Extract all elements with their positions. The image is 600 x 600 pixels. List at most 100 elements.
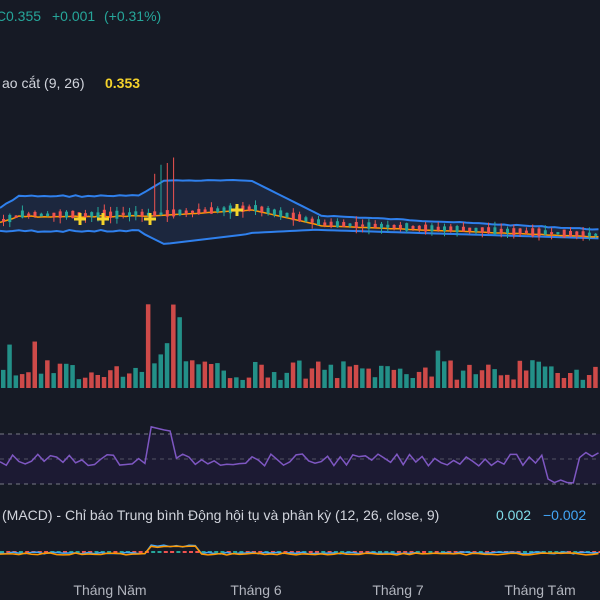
volume-bar: [45, 360, 50, 388]
macd-histogram-bar: [384, 551, 389, 553]
candle-body: [285, 212, 289, 218]
candle-body: [487, 227, 491, 234]
cross-marker-v: [78, 213, 82, 225]
candle-body: [184, 210, 188, 214]
candle-body: [424, 224, 428, 232]
rsi-pane: [0, 425, 600, 485]
macd-histogram-bar: [0, 551, 4, 553]
last-price: 0.355: [6, 8, 42, 24]
volume-bar: [448, 360, 453, 388]
macd-histogram-bar: [119, 551, 124, 553]
candle-body: [329, 221, 333, 227]
volume-bar: [341, 361, 346, 388]
volume-bar: [26, 372, 31, 388]
macd-histogram-bar: [289, 551, 294, 553]
candle-body: [335, 221, 339, 228]
macd-signal-line: [0, 545, 599, 556]
volume-bar: [517, 360, 523, 388]
volume-bar: [152, 363, 157, 388]
macd-histogram-bar: [75, 551, 80, 553]
candle-body: [165, 210, 169, 217]
candle-body: [373, 223, 377, 228]
volume-bar: [479, 370, 485, 388]
time-label-august: Tháng Tám: [504, 582, 576, 598]
candle-body: [342, 222, 346, 227]
volume-bar: [164, 343, 170, 388]
candle-body: [39, 213, 43, 217]
macd-histogram-bar: [441, 551, 445, 553]
macd-histogram-bar: [6, 551, 11, 553]
volume-bar: [7, 344, 12, 388]
macd-histogram-bar: [359, 551, 364, 553]
macd-histogram-bar: [63, 551, 67, 553]
volume-bar: [498, 375, 504, 388]
rsi-line: [0, 425, 599, 484]
volume-bar: [505, 374, 510, 388]
volume-bar: [171, 304, 176, 388]
volume-bar: [460, 370, 466, 388]
macd-histogram-bar: [270, 551, 275, 553]
volume-bar: [410, 378, 415, 388]
volume-bar: [580, 379, 586, 388]
price-prefix: C: [0, 8, 7, 24]
ma-cross-value: 0.353: [105, 75, 141, 91]
volume-bar: [303, 378, 308, 388]
candle-body: [159, 212, 163, 215]
candle-body: [128, 212, 131, 217]
macd-histogram-bar: [138, 551, 143, 553]
volume-bar: [574, 369, 579, 388]
macd-histogram-bar: [447, 551, 452, 553]
volume-bar: [120, 376, 126, 388]
candle-body: [254, 205, 257, 211]
macd-histogram-bar: [573, 551, 578, 553]
volume-bar: [511, 379, 516, 388]
candle-body: [27, 213, 31, 216]
candle-body: [556, 232, 560, 235]
candle-body: [209, 207, 213, 214]
macd-histogram-bar: [201, 551, 206, 553]
candle-body: [594, 233, 598, 236]
macd-histogram-bar: [233, 551, 238, 553]
volume-bar: [32, 341, 37, 388]
ma-cross-label: ao cắt (9, 26): [2, 75, 85, 91]
volume-bar: [101, 377, 107, 388]
candle-body: [461, 226, 465, 232]
macd-histogram-bar: [315, 551, 319, 553]
candle-body: [575, 231, 579, 237]
macd-value-2: −0.002: [543, 507, 587, 523]
macd-value-1: 0.002: [496, 507, 532, 523]
candle-body: [14, 215, 18, 218]
volume-bar: [278, 379, 283, 388]
volume-bar: [95, 374, 100, 388]
macd-histogram-bar: [428, 551, 433, 553]
macd-histogram-bar: [415, 551, 420, 553]
macd-histogram-bar: [170, 551, 175, 553]
volume-bar: [568, 372, 573, 388]
volume-bar: [284, 372, 289, 388]
volume-bar: [76, 379, 82, 388]
macd-histogram-bar: [554, 551, 559, 553]
candle-body: [480, 227, 484, 233]
macd-histogram-bar: [195, 551, 200, 553]
price-change: +0.001: [52, 8, 96, 24]
volume-bar: [416, 371, 422, 388]
macd-histogram-bar: [163, 551, 168, 553]
candle-body: [216, 208, 220, 212]
volume-bar: [536, 361, 541, 388]
macd-histogram-bar: [182, 551, 187, 553]
volume-bars: [1, 304, 598, 388]
macd-histogram-bar: [220, 551, 225, 553]
volume-bar: [423, 367, 428, 388]
volume-bar: [523, 370, 529, 388]
volume-bar: [253, 361, 258, 388]
macd-histogram-bar: [283, 551, 288, 553]
candle-body: [272, 209, 276, 215]
volume-bar: [328, 364, 334, 388]
volume-bar: [366, 368, 371, 388]
volume-bar: [360, 368, 365, 388]
cross-marker-v: [235, 204, 239, 216]
candle-body: [20, 210, 24, 218]
volume-bar: [127, 373, 132, 388]
cross-marker-v: [148, 213, 152, 225]
